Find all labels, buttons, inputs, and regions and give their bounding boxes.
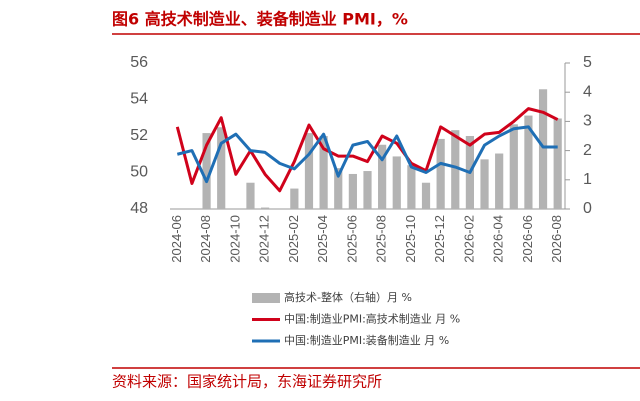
x-tick-label: 2026-04 [491, 215, 506, 263]
bar [509, 124, 518, 209]
bar [378, 144, 387, 209]
bar [304, 133, 314, 209]
bar [348, 173, 357, 209]
bar [260, 207, 270, 209]
bar [524, 115, 533, 209]
y-tick-label: 56 [130, 54, 148, 71]
x-tick-label: 2024-10 [227, 215, 242, 263]
bar [202, 133, 211, 209]
y-tick-label: 48 [130, 200, 148, 217]
legend-swatch [252, 293, 280, 303]
bar [392, 156, 401, 209]
line [175, 107, 559, 193]
x-tick-label: 2025-02 [286, 215, 301, 263]
chart-title: 图6 高技术制造业、装备制造业 PMI，% [112, 10, 408, 29]
y2-tick-label: 1 [583, 171, 592, 188]
y-tick-label: 50 [130, 164, 148, 181]
y2-tick-label: 3 [583, 113, 592, 130]
legend-label: 高技术-整体（右轴）月 % [284, 290, 412, 304]
y2-tick-label: 0 [583, 200, 592, 217]
bar [334, 168, 343, 209]
x-tick-label: 2025-10 [403, 215, 418, 263]
bar [290, 188, 299, 209]
x-tick-label: 2024-12 [257, 215, 272, 263]
bar [407, 165, 416, 209]
bar [436, 138, 445, 209]
y-tick-label: 52 [130, 127, 148, 144]
x-tick-label: 2025-08 [374, 215, 389, 263]
bar [451, 130, 460, 209]
bar [480, 159, 489, 209]
source: 资料来源：国家统计局，东海证券研究所 [112, 373, 382, 391]
legend-label: 中国:制造业PMI:高技术制造业 月 % [284, 312, 460, 326]
y2-tick-label: 5 [583, 54, 592, 71]
legend-label: 中国:制造业PMI:装备制造业 月 % [284, 333, 449, 347]
bar [319, 136, 328, 209]
bar [538, 89, 548, 209]
y2-tick-label: 2 [583, 142, 592, 159]
x-tick-label: 2026-06 [520, 215, 535, 263]
x-tick-label: 2026-02 [461, 215, 476, 263]
bar [363, 171, 372, 209]
x-tick-label: 2025-12 [432, 215, 447, 263]
bar [217, 127, 226, 209]
x-tick-label: 2026-08 [549, 215, 564, 263]
x-tick-label: 2025-04 [315, 215, 330, 263]
bar [421, 182, 431, 209]
bar [246, 182, 255, 209]
line [176, 125, 558, 184]
x-tick-label: 2024-06 [169, 215, 184, 263]
bar [553, 118, 562, 209]
y-tick-label: 54 [130, 91, 148, 108]
x-tick-label: 2025-06 [344, 215, 359, 263]
y2-tick-label: 4 [583, 83, 592, 100]
x-tick-label: 2024-08 [198, 215, 213, 263]
bar [495, 153, 504, 209]
